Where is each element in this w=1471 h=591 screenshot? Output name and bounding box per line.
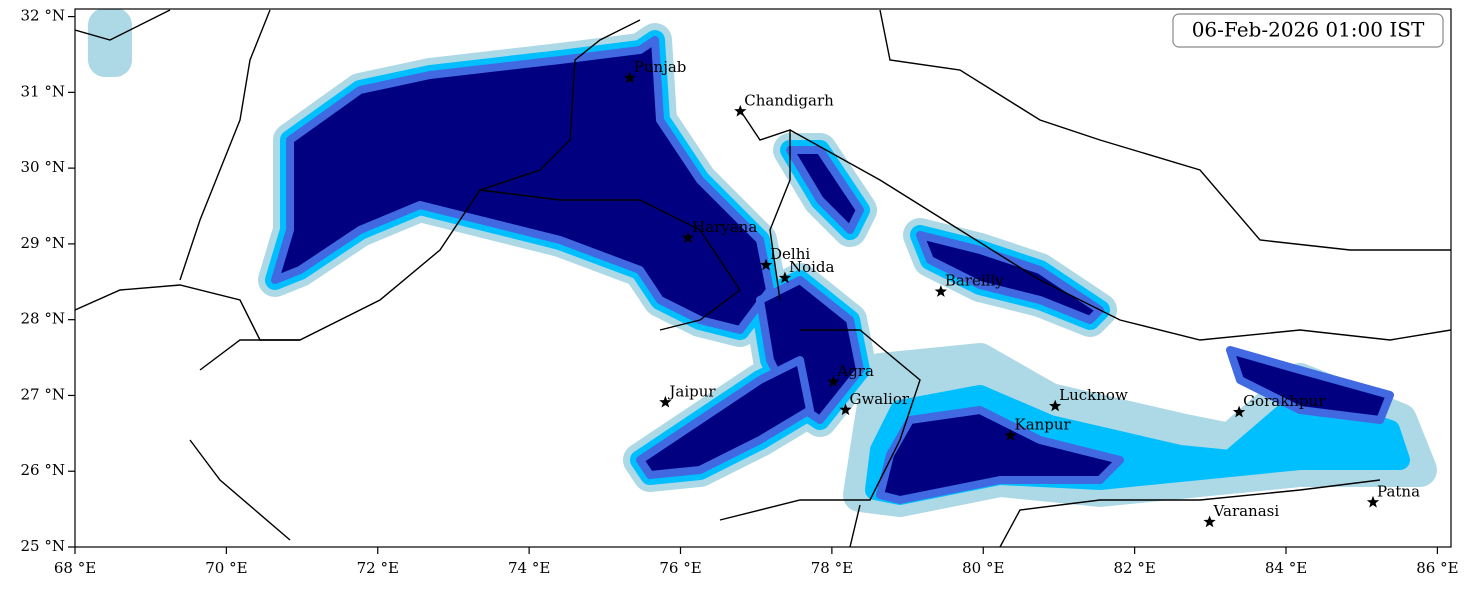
city-marker <box>839 403 852 416</box>
y-tick-label: 29 °N <box>21 234 65 252</box>
city-marker <box>1049 399 1062 412</box>
city-label: Agra <box>836 362 874 380</box>
x-tick-label: 76 °E <box>659 559 701 577</box>
city-marker <box>659 395 672 408</box>
city-label: Punjab <box>634 58 687 76</box>
map-frame <box>74 8 1452 548</box>
precipitation <box>88 9 1437 517</box>
timestamp-box <box>1172 13 1444 48</box>
y-tick-label: 25 °N <box>21 537 65 555</box>
y-tick-label: 30 °N <box>21 158 65 176</box>
borders <box>75 9 1451 547</box>
timestamp: 06-Feb-2026 01:00 IST <box>1192 18 1425 42</box>
city-marker <box>1203 515 1216 528</box>
y-tick-label: 28 °N <box>21 310 65 328</box>
city-label: Gwalior <box>849 390 909 408</box>
city-marker <box>759 258 773 271</box>
city-label: Varanasi <box>1213 502 1280 520</box>
city-marker <box>1004 429 1017 441</box>
city-label: Noida <box>789 258 835 276</box>
city-marker <box>734 104 747 117</box>
city-marker <box>778 271 792 284</box>
x-tick-label: 74 °E <box>508 559 550 577</box>
city-label: Jaipur <box>667 382 716 400</box>
y-tick-label: 31 °N <box>21 82 65 100</box>
x-tick-label: 78 °E <box>811 559 853 577</box>
city-label: Delhi <box>770 245 810 263</box>
city-marker <box>934 285 947 297</box>
y-tick-label: 26 °N <box>21 461 65 479</box>
city-marker <box>827 375 840 388</box>
city-label: Patna <box>1377 482 1420 500</box>
city-label: Bareilly <box>945 272 1004 290</box>
city-marker <box>1232 405 1246 418</box>
city-label: Gorakhpur <box>1243 392 1326 410</box>
city-marker <box>623 71 636 84</box>
city-marker <box>681 231 695 244</box>
x-tick-label: 86 °E <box>1416 559 1458 577</box>
y-tick-label: 27 °N <box>21 385 65 403</box>
city-label: Chandigarh <box>744 91 834 109</box>
x-tick-label: 82 °E <box>1113 559 1155 577</box>
x-tick-label: 80 °E <box>962 559 1004 577</box>
city-marker <box>1366 495 1380 508</box>
x-tick-label: 84 °E <box>1265 559 1307 577</box>
x-tick-label: 72 °E <box>357 559 399 577</box>
city-label: Lucknow <box>1059 386 1128 404</box>
y-tick-label: 32 °N <box>21 7 65 25</box>
x-tick-label: 70 °E <box>205 559 247 577</box>
city-label: Haryana <box>692 218 757 236</box>
city-label: Kanpur <box>1014 416 1071 434</box>
x-tick-label: 68 °E <box>54 559 96 577</box>
